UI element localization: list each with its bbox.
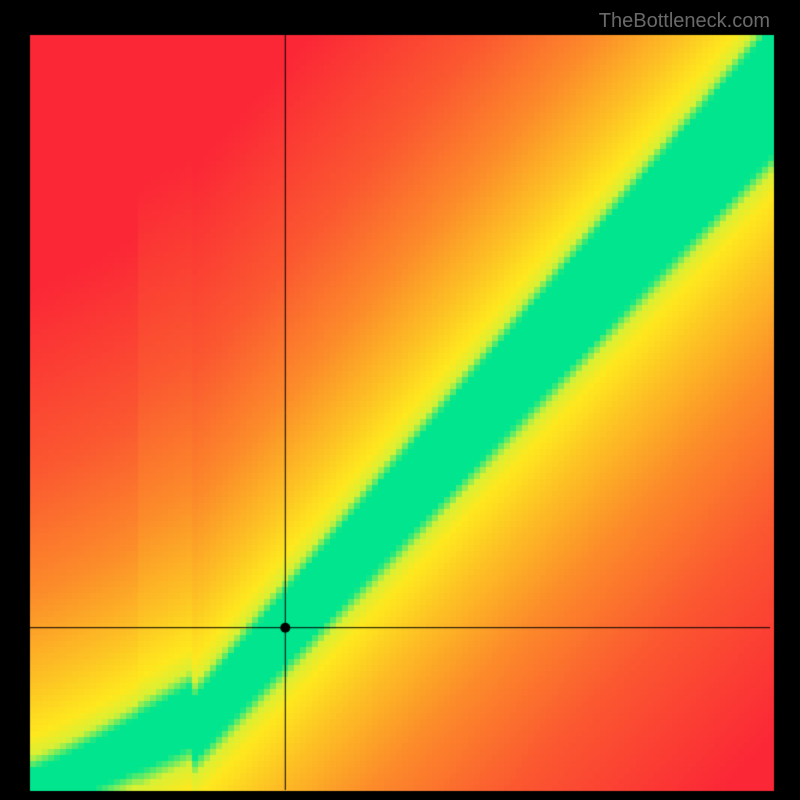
heatmap-canvas: [0, 0, 800, 800]
watermark-text: TheBottleneck.com: [599, 10, 770, 33]
